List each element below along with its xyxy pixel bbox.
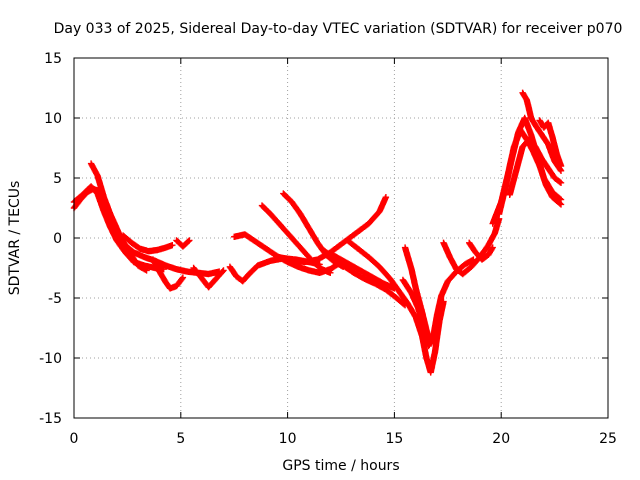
point-marks — [327, 250, 398, 292]
series-sat-f — [190, 264, 227, 291]
grid — [74, 58, 608, 418]
x-tick-label: 5 — [176, 431, 185, 447]
axis-ticks: 0 5 10 15 20 25 15 10 5 0 -5 -10 -15 — [39, 51, 617, 447]
series-sat-q — [401, 244, 432, 342]
x-tick-label: 15 — [385, 431, 403, 447]
point-marks — [318, 245, 409, 309]
series-sat-c — [87, 160, 150, 274]
plot-frame — [73, 57, 609, 419]
point-marks — [519, 89, 565, 174]
x-axis-label: GPS time / hours — [282, 458, 399, 474]
series-sat-s — [466, 239, 496, 263]
x-tick-label: 10 — [279, 431, 297, 447]
y-tick-label: 15 — [44, 51, 62, 67]
point-marks — [536, 117, 565, 170]
point-marks — [173, 237, 193, 250]
series-sat-v — [506, 136, 565, 198]
x-tick-label: 0 — [70, 431, 79, 447]
series-sat-n — [318, 245, 409, 309]
point-marks — [506, 136, 565, 198]
series-sat-r — [440, 215, 503, 278]
series-sat-e — [149, 256, 187, 292]
series-sat-d — [119, 232, 176, 255]
y-axis-label: SDTVAR / TECUs — [7, 181, 23, 296]
y-tick-label: -10 — [39, 351, 62, 367]
y-tick-label: 10 — [44, 111, 62, 127]
point-marks — [344, 237, 447, 376]
chart-title: Day 033 of 2025, Sidereal Day-to-day VTE… — [54, 21, 623, 37]
y-tick-label: 5 — [53, 171, 62, 187]
y-tick-label: -5 — [48, 291, 62, 307]
series-sat-m — [327, 250, 398, 292]
data-points — [70, 89, 565, 376]
y-tick-label: -15 — [39, 411, 62, 427]
point-marks — [119, 232, 176, 255]
point-marks — [190, 264, 227, 291]
point-marks — [401, 244, 432, 342]
point-marks — [87, 160, 150, 274]
point-marks — [440, 215, 503, 278]
y-tick-label: 0 — [53, 231, 62, 247]
series-sat-g — [173, 237, 193, 250]
series-sat-x — [536, 117, 565, 170]
point-marks — [466, 239, 496, 263]
x-tick-label: 25 — [599, 431, 617, 447]
series-sat-w — [519, 89, 565, 174]
point-marks — [149, 256, 187, 292]
x-tick-label: 20 — [492, 431, 510, 447]
series-sat-o — [344, 237, 447, 376]
